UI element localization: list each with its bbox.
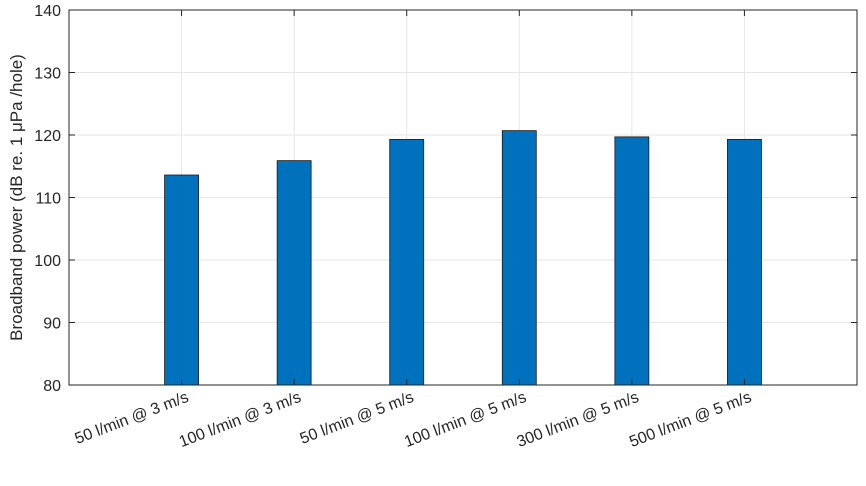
y-tick-label: 140 <box>34 3 61 20</box>
bar-3 <box>389 138 425 386</box>
y-tick-label: 80 <box>43 378 61 395</box>
y-axis-label: Broadband power (dB re. 1 μPa /hole) <box>7 54 26 341</box>
y-tick-label: 110 <box>35 191 61 208</box>
bar-6 <box>727 138 762 386</box>
x-tick-label: 500 l/min @ 5 m/s <box>627 389 754 451</box>
x-tick-label: 300 l/min @ 5 m/s <box>515 389 642 451</box>
x-tick-label: 100 l/min @ 3 m/s <box>177 389 304 451</box>
y-tick-label: 120 <box>34 128 61 145</box>
bar-4 <box>501 130 537 386</box>
bar-5 <box>614 136 650 386</box>
bar-1 <box>164 174 199 386</box>
y-tick-label: 90 <box>43 316 61 333</box>
y-tick-label: 130 <box>34 66 61 83</box>
y-tick-label: 100 <box>34 253 61 270</box>
x-tick-label: 100 l/min @ 5 m/s <box>402 389 529 451</box>
x-tick-label: 50 l/min @ 3 m/s <box>73 389 191 448</box>
x-tick-label: 50 l/min @ 5 m/s <box>298 389 416 448</box>
bar-2 <box>276 160 312 386</box>
